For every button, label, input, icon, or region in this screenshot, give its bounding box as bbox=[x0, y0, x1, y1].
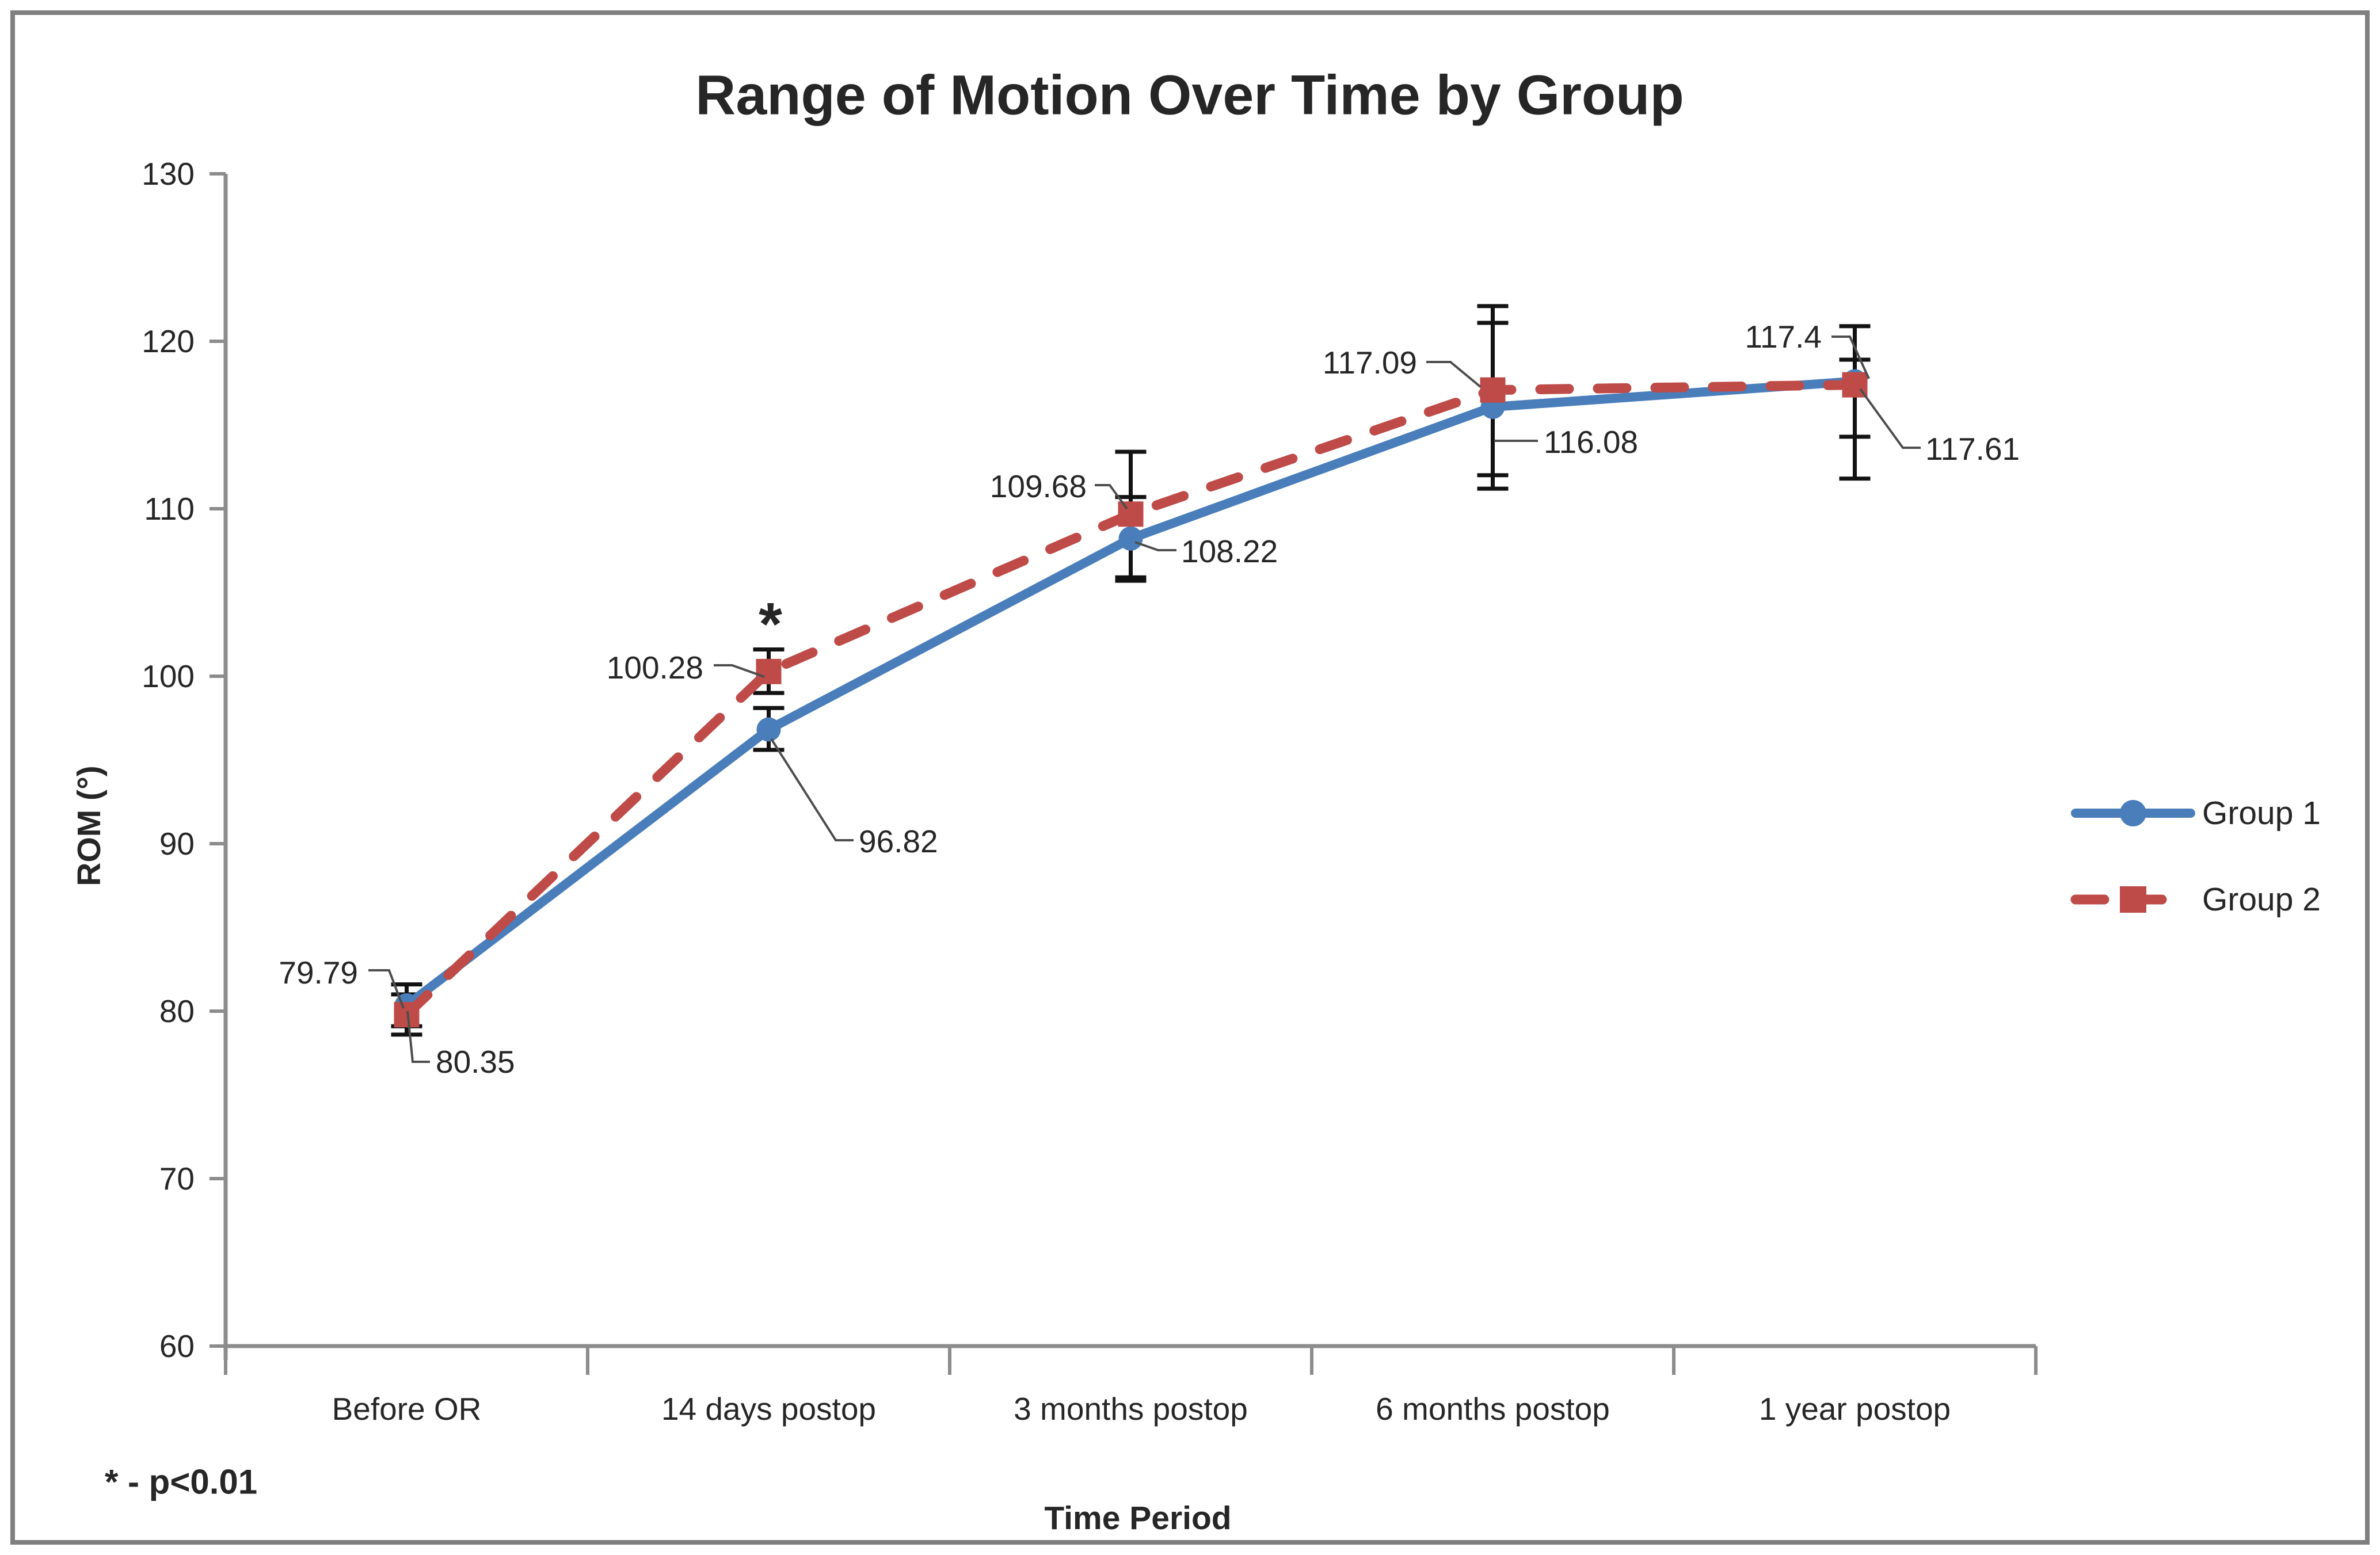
significance-footnote: * - p<0.01 bbox=[105, 1463, 257, 1501]
marker-square bbox=[756, 658, 782, 684]
legend-label: Group 2 bbox=[2202, 881, 2321, 918]
data-label: 108.22 bbox=[1181, 533, 1278, 569]
x-category-label: 1 year postop bbox=[1759, 1391, 1951, 1427]
legend-marker-square bbox=[2120, 886, 2146, 913]
y-axis-title: ROM (°) bbox=[71, 765, 108, 886]
data-label-leader bbox=[1426, 361, 1482, 388]
x-category-label: 3 months postop bbox=[1014, 1391, 1248, 1427]
x-category-label: Before OR bbox=[332, 1391, 482, 1427]
data-label-leader bbox=[1859, 388, 1921, 449]
data-label-leader bbox=[1831, 336, 1870, 379]
legend-marker-circle bbox=[2120, 800, 2146, 826]
marker-square bbox=[1118, 501, 1144, 527]
data-label-leader bbox=[770, 738, 854, 841]
y-tick-label: 60 bbox=[159, 1328, 195, 1364]
data-label: 109.68 bbox=[990, 468, 1087, 504]
y-tick-label: 110 bbox=[144, 491, 195, 527]
x-axis-title: Time Period bbox=[1044, 1500, 1231, 1537]
x-category-label: 6 months postop bbox=[1376, 1391, 1610, 1427]
significance-asterisk: * bbox=[759, 590, 782, 658]
data-label: 79.79 bbox=[279, 955, 358, 990]
data-label: 117.61 bbox=[1925, 431, 2020, 467]
y-tick-label: 90 bbox=[159, 826, 195, 862]
y-tick-label: 80 bbox=[159, 993, 195, 1029]
y-tick-label: 100 bbox=[142, 658, 195, 694]
x-category-label: 14 days postop bbox=[661, 1391, 876, 1427]
data-label-leader bbox=[1134, 541, 1176, 551]
y-tick-label: 120 bbox=[142, 323, 195, 359]
y-tick-label: 70 bbox=[159, 1161, 195, 1196]
marker-circle bbox=[756, 717, 781, 742]
legend-label: Group 1 bbox=[2202, 795, 2321, 832]
data-label-leader bbox=[406, 1011, 430, 1063]
chart-title: Range of Motion Over Time by Group bbox=[695, 64, 1684, 127]
marker-circle bbox=[1118, 526, 1143, 551]
data-label: 116.08 bbox=[1544, 424, 1638, 460]
marker-square bbox=[1480, 377, 1506, 403]
data-label: 96.82 bbox=[859, 824, 938, 859]
data-label-leader bbox=[1095, 484, 1128, 510]
y-tick-label: 130 bbox=[142, 156, 195, 192]
chart-frame bbox=[10, 10, 2370, 1545]
data-label: 117.09 bbox=[1323, 345, 1417, 380]
data-label: 100.28 bbox=[607, 650, 703, 685]
data-label: 117.4 bbox=[1745, 319, 1822, 355]
marker-square bbox=[394, 1002, 420, 1028]
data-label-leader bbox=[368, 969, 405, 1009]
data-label: 80.35 bbox=[436, 1044, 515, 1080]
data-label-leader bbox=[714, 664, 765, 678]
